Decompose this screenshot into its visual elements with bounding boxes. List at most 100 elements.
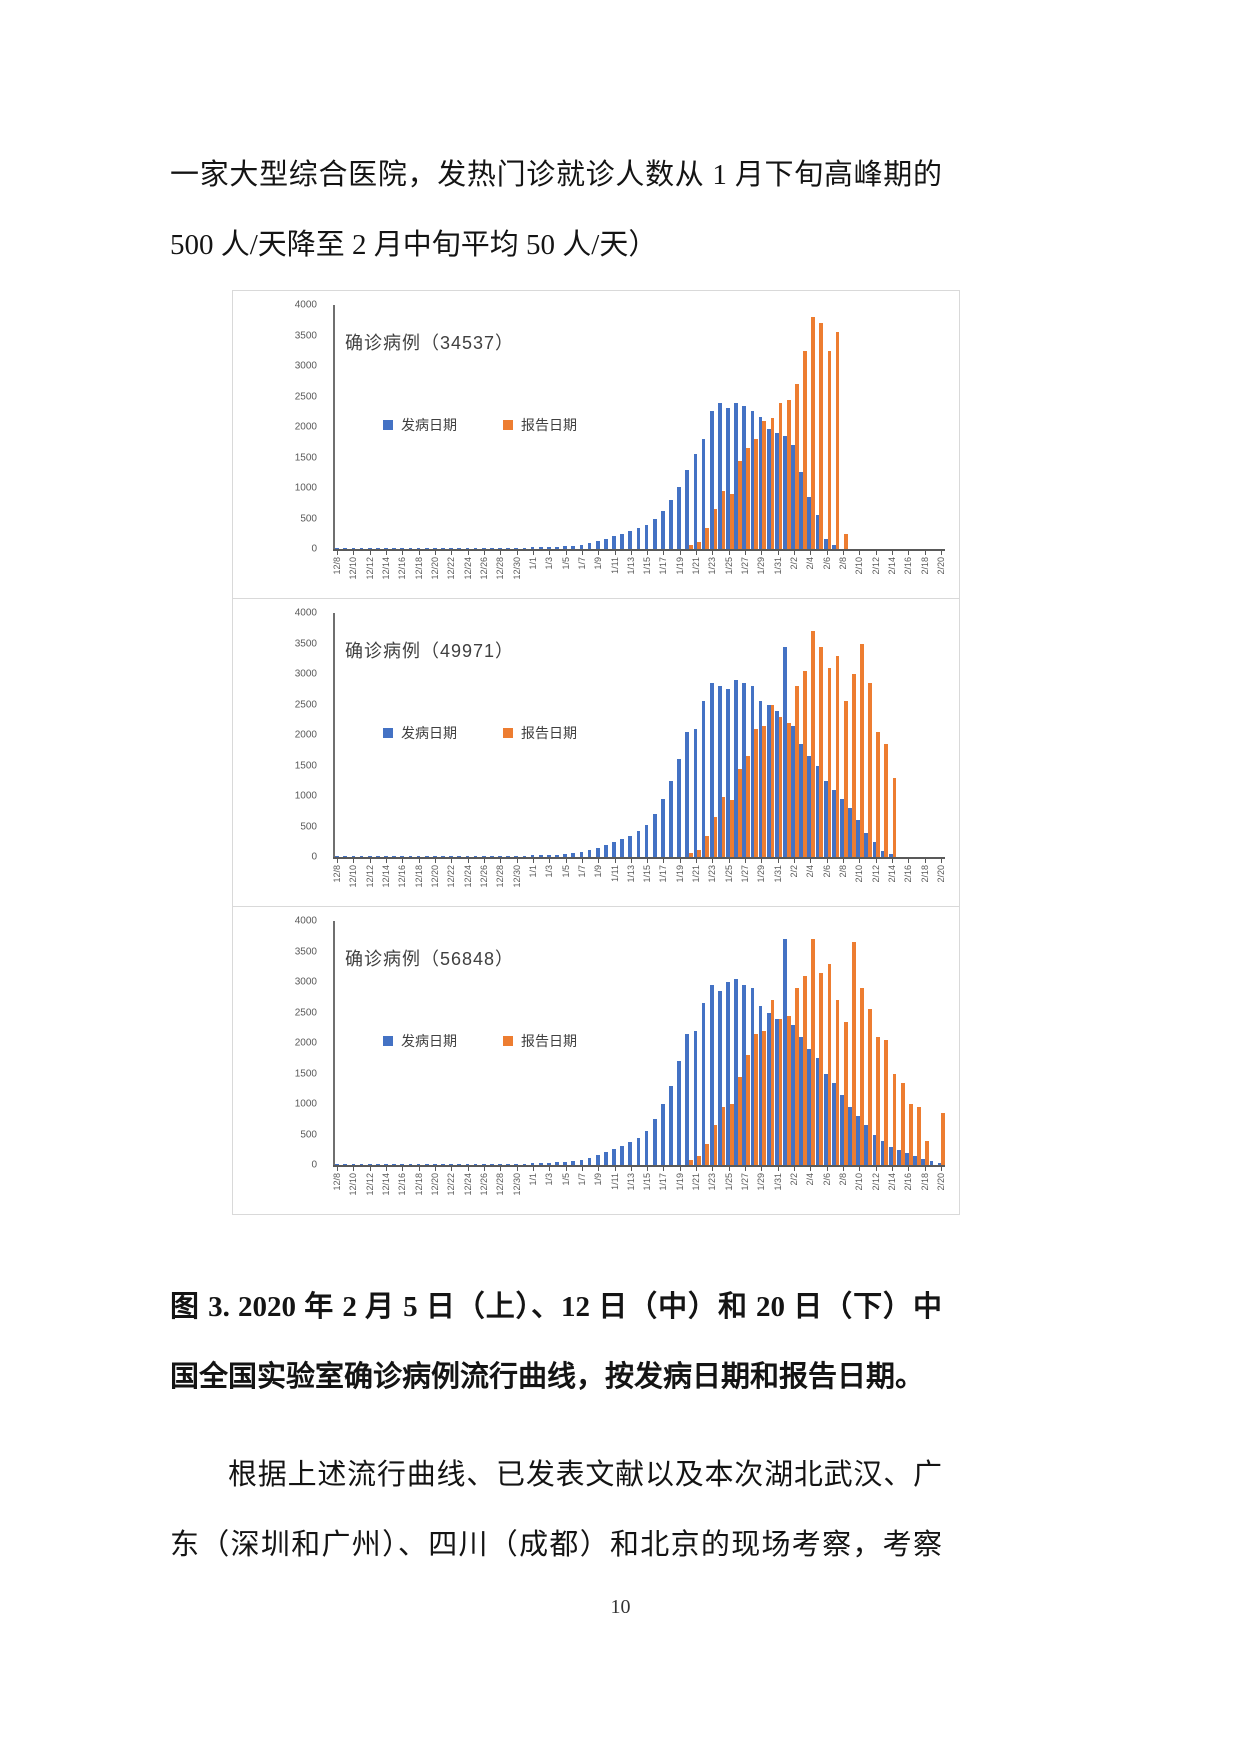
x-tick-label: 2/18: [919, 1173, 930, 1191]
report-bar: [754, 728, 758, 857]
x-tick-label: 12/16: [397, 557, 408, 580]
day-slot: [571, 305, 579, 549]
onset-bar: [490, 547, 494, 549]
onset-bar: [856, 1116, 861, 1165]
onset-bar: [734, 978, 738, 1165]
onset-bar: [514, 547, 519, 549]
onset-bar: [652, 518, 657, 549]
x-tick-mark: [598, 1167, 600, 1171]
onset-bar: [359, 1163, 364, 1165]
onset-bar: [555, 1162, 559, 1165]
report-bar: [835, 655, 840, 857]
legend-item-onset: 发病日期: [383, 723, 457, 743]
day-slot: [530, 305, 538, 549]
onset-bar: [506, 547, 511, 549]
x-tick-label: 1/29: [756, 1173, 767, 1191]
day-slot: [367, 305, 376, 549]
y-tick-label: 2000: [294, 729, 317, 741]
page-number: 10: [610, 1596, 631, 1618]
x-tick-mark: [532, 1167, 534, 1171]
day-slot: [685, 305, 693, 549]
onset-bar: [628, 1142, 633, 1165]
day-slot: [620, 921, 628, 1165]
x-tick-label: 1/27: [740, 1173, 751, 1191]
day-slot: [831, 613, 840, 857]
day-slot: [595, 921, 604, 1165]
y-tick-label: 3500: [294, 638, 317, 649]
onset-bar: [677, 486, 681, 549]
onset-bar: [620, 1146, 624, 1165]
day-slot: [392, 305, 400, 549]
day-slot: [758, 305, 767, 549]
onset-bar: [555, 854, 559, 857]
x-tick-label: 12/22: [446, 557, 457, 580]
report-bar: [754, 1033, 758, 1165]
report-bar: [746, 756, 750, 857]
x-tick-label: 1/5: [560, 865, 571, 878]
x-axis: 12/8 12/10 12/12 12/14 12/16 12/18 12/20 12/22 1…: [332, 549, 946, 599]
onset-bar: [433, 547, 437, 549]
x-tick-label: 12/18: [413, 1173, 424, 1196]
onset-bar: [343, 855, 348, 857]
report-bar: [697, 849, 701, 857]
onset-bar: [750, 988, 755, 1165]
report-bar: [721, 1107, 726, 1165]
day-slot: [726, 613, 734, 857]
y-tick-label: 0: [311, 543, 317, 555]
report-bar: [908, 1104, 913, 1165]
day-slot: [929, 613, 937, 857]
x-tick-label: 1/17: [658, 1173, 669, 1191]
onset-bar: [888, 1146, 893, 1165]
onset-bar: [481, 855, 486, 857]
x-tick-label: 1/11: [609, 1173, 620, 1190]
x-tick-label: 1/15: [642, 1173, 653, 1191]
report-bar: [843, 1021, 848, 1165]
onset-bar: [571, 853, 576, 857]
day-slot: [481, 613, 490, 857]
y-tick-label: 0: [311, 851, 317, 863]
x-tick-mark: [402, 859, 404, 863]
x-tick-mark: [418, 859, 420, 863]
x-tick-mark: [565, 1167, 567, 1171]
onset-bar: [392, 855, 397, 857]
x-tick-mark: [581, 1167, 583, 1171]
onset-bar: [603, 1152, 608, 1165]
onset-bar: [726, 982, 730, 1165]
onset-bar: [937, 1163, 942, 1165]
onset-bar: [481, 1163, 486, 1165]
report-bar: [811, 939, 815, 1165]
x-tick-mark: [386, 551, 388, 555]
x-tick-label: 1/19: [674, 557, 685, 575]
onset-bar: [351, 1163, 356, 1165]
report-bar: [689, 545, 693, 549]
report-bar: [705, 1143, 710, 1165]
report-bar: [803, 670, 807, 857]
day-slot: [791, 305, 799, 549]
chart-panel-feb5: 确诊病例（34537） 发病日期 报告日期 4000 3500 3000 2500 20…: [233, 291, 959, 598]
onset-bar: [636, 1137, 641, 1165]
day-slot: [831, 921, 840, 1165]
onset-bar: [848, 1107, 852, 1165]
x-tick-mark: [630, 1167, 632, 1171]
x-tick-mark: [940, 551, 942, 555]
day-slot: [758, 921, 767, 1165]
onset-bar: [400, 1163, 405, 1165]
day-slot: [880, 613, 889, 857]
day-slot: [815, 921, 824, 1165]
x-tick-label: 1/29: [756, 557, 767, 575]
day-slot: [376, 305, 384, 549]
onset-bar: [669, 500, 673, 549]
report-bar: [851, 674, 856, 857]
x-tick-mark: [843, 1167, 844, 1171]
day-slot: [872, 613, 881, 857]
day-slot: [595, 613, 604, 857]
x-tick-mark: [435, 859, 436, 863]
x-tick-mark: [891, 1167, 893, 1171]
onset-bar: [856, 820, 861, 857]
onset-bar: [823, 539, 828, 549]
day-slot: [815, 613, 824, 857]
onset-bar: [783, 436, 787, 549]
day-slot: [424, 613, 433, 857]
y-tick-label: 500: [300, 513, 317, 524]
day-slot: [652, 921, 660, 1165]
